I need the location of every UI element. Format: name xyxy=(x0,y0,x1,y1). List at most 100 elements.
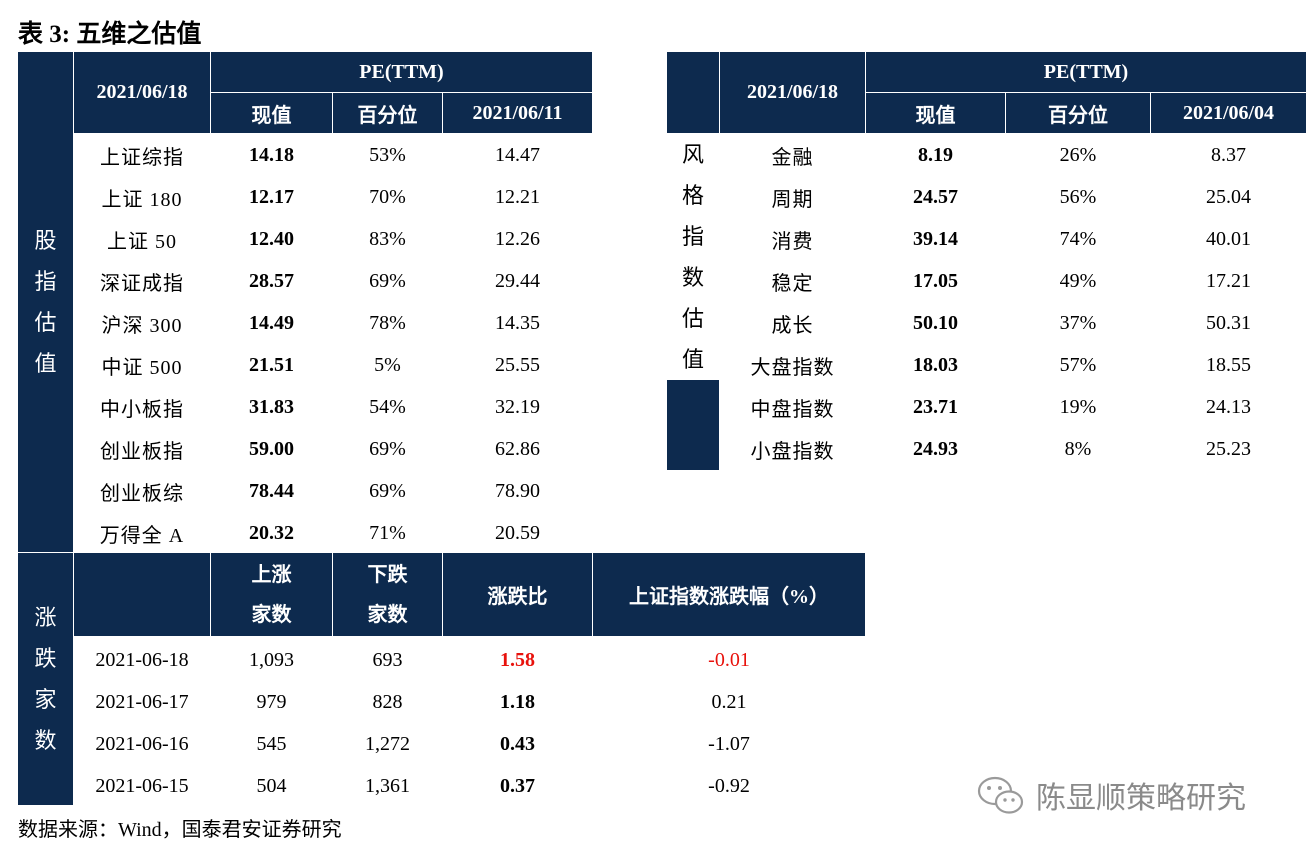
index-row-percentile: 69% xyxy=(369,479,406,502)
index-row-current: 21.51 xyxy=(249,353,294,376)
index-row-current: 20.32 xyxy=(249,521,294,544)
index-row-percentile: 71% xyxy=(369,521,406,544)
breadth-row-date: 2021-06-15 xyxy=(95,774,189,797)
style-row-prev: 18.55 xyxy=(1206,353,1251,376)
index-row-current: 12.17 xyxy=(249,185,294,208)
breadth-date-header xyxy=(74,553,210,636)
style-side-block xyxy=(667,380,719,470)
style-row-percentile: 56% xyxy=(1059,185,1097,208)
index-row-name: 深证成指 xyxy=(100,272,184,295)
style-row-name: 消费 xyxy=(771,230,814,253)
breadth-row-down: 1,361 xyxy=(365,774,410,797)
style-row-prev: 17.21 xyxy=(1206,269,1251,292)
breadth-row-change: -1.07 xyxy=(708,732,750,755)
index-row-percentile: 69% xyxy=(369,437,406,460)
index-row-current: 78.44 xyxy=(249,479,294,502)
style-row-name: 大盘指数 xyxy=(750,356,835,379)
index-row-prev: 32.19 xyxy=(495,395,540,418)
style-row-current: 17.05 xyxy=(913,269,958,292)
index-row-current: 14.18 xyxy=(249,143,294,166)
breadth-row-up: 545 xyxy=(256,732,287,755)
index-row-prev: 78.90 xyxy=(495,479,540,502)
style-row-prev: 50.31 xyxy=(1206,311,1251,334)
side-label-char: 风 xyxy=(681,142,704,167)
index-row-prev: 14.47 xyxy=(495,143,540,166)
style-row-percentile: 8% xyxy=(1064,437,1092,460)
index-row-name: 创业板综 xyxy=(100,482,184,505)
style-col-percentile: 百分位 xyxy=(1006,93,1150,133)
side-label-char: 数 xyxy=(681,265,704,290)
side-label-char: 值 xyxy=(34,351,57,376)
breadth-col-change: 上证指数涨跌幅（%） xyxy=(593,553,865,636)
side-label-char: 涨 xyxy=(34,605,57,630)
index-row-name: 创业板指 xyxy=(100,440,184,463)
index-pe-header: PE(TTM) xyxy=(211,52,592,92)
style-row-current: 24.57 xyxy=(913,185,958,208)
index-row-current: 12.40 xyxy=(249,227,294,250)
breadth-side-label: 涨跌家数 xyxy=(18,553,73,805)
side-label-char: 指 xyxy=(681,224,704,249)
index-col-prev: 2021/06/11 xyxy=(443,93,592,133)
style-row-percentile: 19% xyxy=(1059,395,1097,418)
index-row-percentile: 83% xyxy=(369,227,406,250)
style-row-current: 8.19 xyxy=(918,143,953,166)
breadth-row-date: 2021-06-17 xyxy=(95,690,189,713)
index-row-prev: 62.86 xyxy=(495,437,540,460)
breadth-row-up: 979 xyxy=(256,690,287,713)
breadth-row-up: 504 xyxy=(256,774,287,797)
index-row-current: 31.83 xyxy=(249,395,294,418)
index-row-name: 万得全 A xyxy=(99,524,185,547)
side-label-char: 格 xyxy=(681,183,704,208)
breadth-col-up-line2: 家数 xyxy=(251,603,292,626)
index-row-current: 28.57 xyxy=(249,269,294,292)
style-row-percentile: 26% xyxy=(1059,143,1097,166)
breadth-col-down-line1: 下跌 xyxy=(367,563,408,586)
side-label-char: 值 xyxy=(681,347,704,372)
style-row-percentile: 74% xyxy=(1059,227,1097,250)
style-row-prev: 8.37 xyxy=(1211,143,1246,166)
index-col-current: 现值 xyxy=(211,93,332,133)
index-row-current: 59.00 xyxy=(249,437,294,460)
index-row-prev: 12.26 xyxy=(495,227,540,250)
style-date-header: 2021/06/18 xyxy=(720,52,865,133)
style-row-name: 中盘指数 xyxy=(750,398,835,421)
index-row-prev: 20.59 xyxy=(495,521,540,544)
index-row-name: 上证综指 xyxy=(100,146,184,169)
style-row-name: 成长 xyxy=(771,314,814,337)
style-row-current: 23.71 xyxy=(913,395,958,418)
breadth-row-date: 2021-06-16 xyxy=(95,732,189,755)
index-row-name: 中证 500 xyxy=(101,356,183,379)
style-row-name: 金融 xyxy=(771,146,814,169)
index-row-percentile: 69% xyxy=(369,269,406,292)
side-label-char: 估 xyxy=(681,306,704,331)
style-row-current: 39.14 xyxy=(913,227,958,250)
index-row-prev: 25.55 xyxy=(495,353,540,376)
style-side-label-header xyxy=(667,52,719,133)
style-row-prev: 40.01 xyxy=(1206,227,1251,250)
breadth-row-ratio: 0.43 xyxy=(500,732,535,755)
breadth-row-down: 693 xyxy=(372,648,403,671)
index-date-header: 2021/06/18 xyxy=(74,52,210,133)
index-row-name: 沪深 300 xyxy=(101,314,183,337)
style-side-label: 风格指数估值 xyxy=(667,134,719,380)
index-row-prev: 29.44 xyxy=(495,269,540,292)
breadth-col-ratio: 涨跌比 xyxy=(443,553,592,636)
index-row-name: 上证 50 xyxy=(107,230,177,253)
breadth-col-down: 下跌 家数 xyxy=(333,553,442,636)
style-row-percentile: 49% xyxy=(1059,269,1097,292)
index-side-label: 股指估值 xyxy=(18,52,73,552)
index-col-percentile: 百分位 xyxy=(333,93,442,133)
style-row-name: 周期 xyxy=(771,188,814,211)
index-row-name: 中小板指 xyxy=(100,398,184,421)
style-col-prev: 2021/06/04 xyxy=(1151,93,1306,133)
style-col-current: 现值 xyxy=(866,93,1005,133)
side-label-char: 估 xyxy=(34,310,57,335)
breadth-row-ratio: 0.37 xyxy=(500,774,535,797)
side-label-char: 数 xyxy=(34,728,57,753)
breadth-row-ratio: 1.18 xyxy=(500,690,535,713)
style-row-prev: 24.13 xyxy=(1206,395,1251,418)
breadth-row-change: -0.92 xyxy=(708,774,750,797)
style-row-current: 50.10 xyxy=(913,311,958,334)
watermark-text: 陈显顺策略研究 xyxy=(1036,781,1246,816)
breadth-row-up: 1,093 xyxy=(249,648,294,671)
